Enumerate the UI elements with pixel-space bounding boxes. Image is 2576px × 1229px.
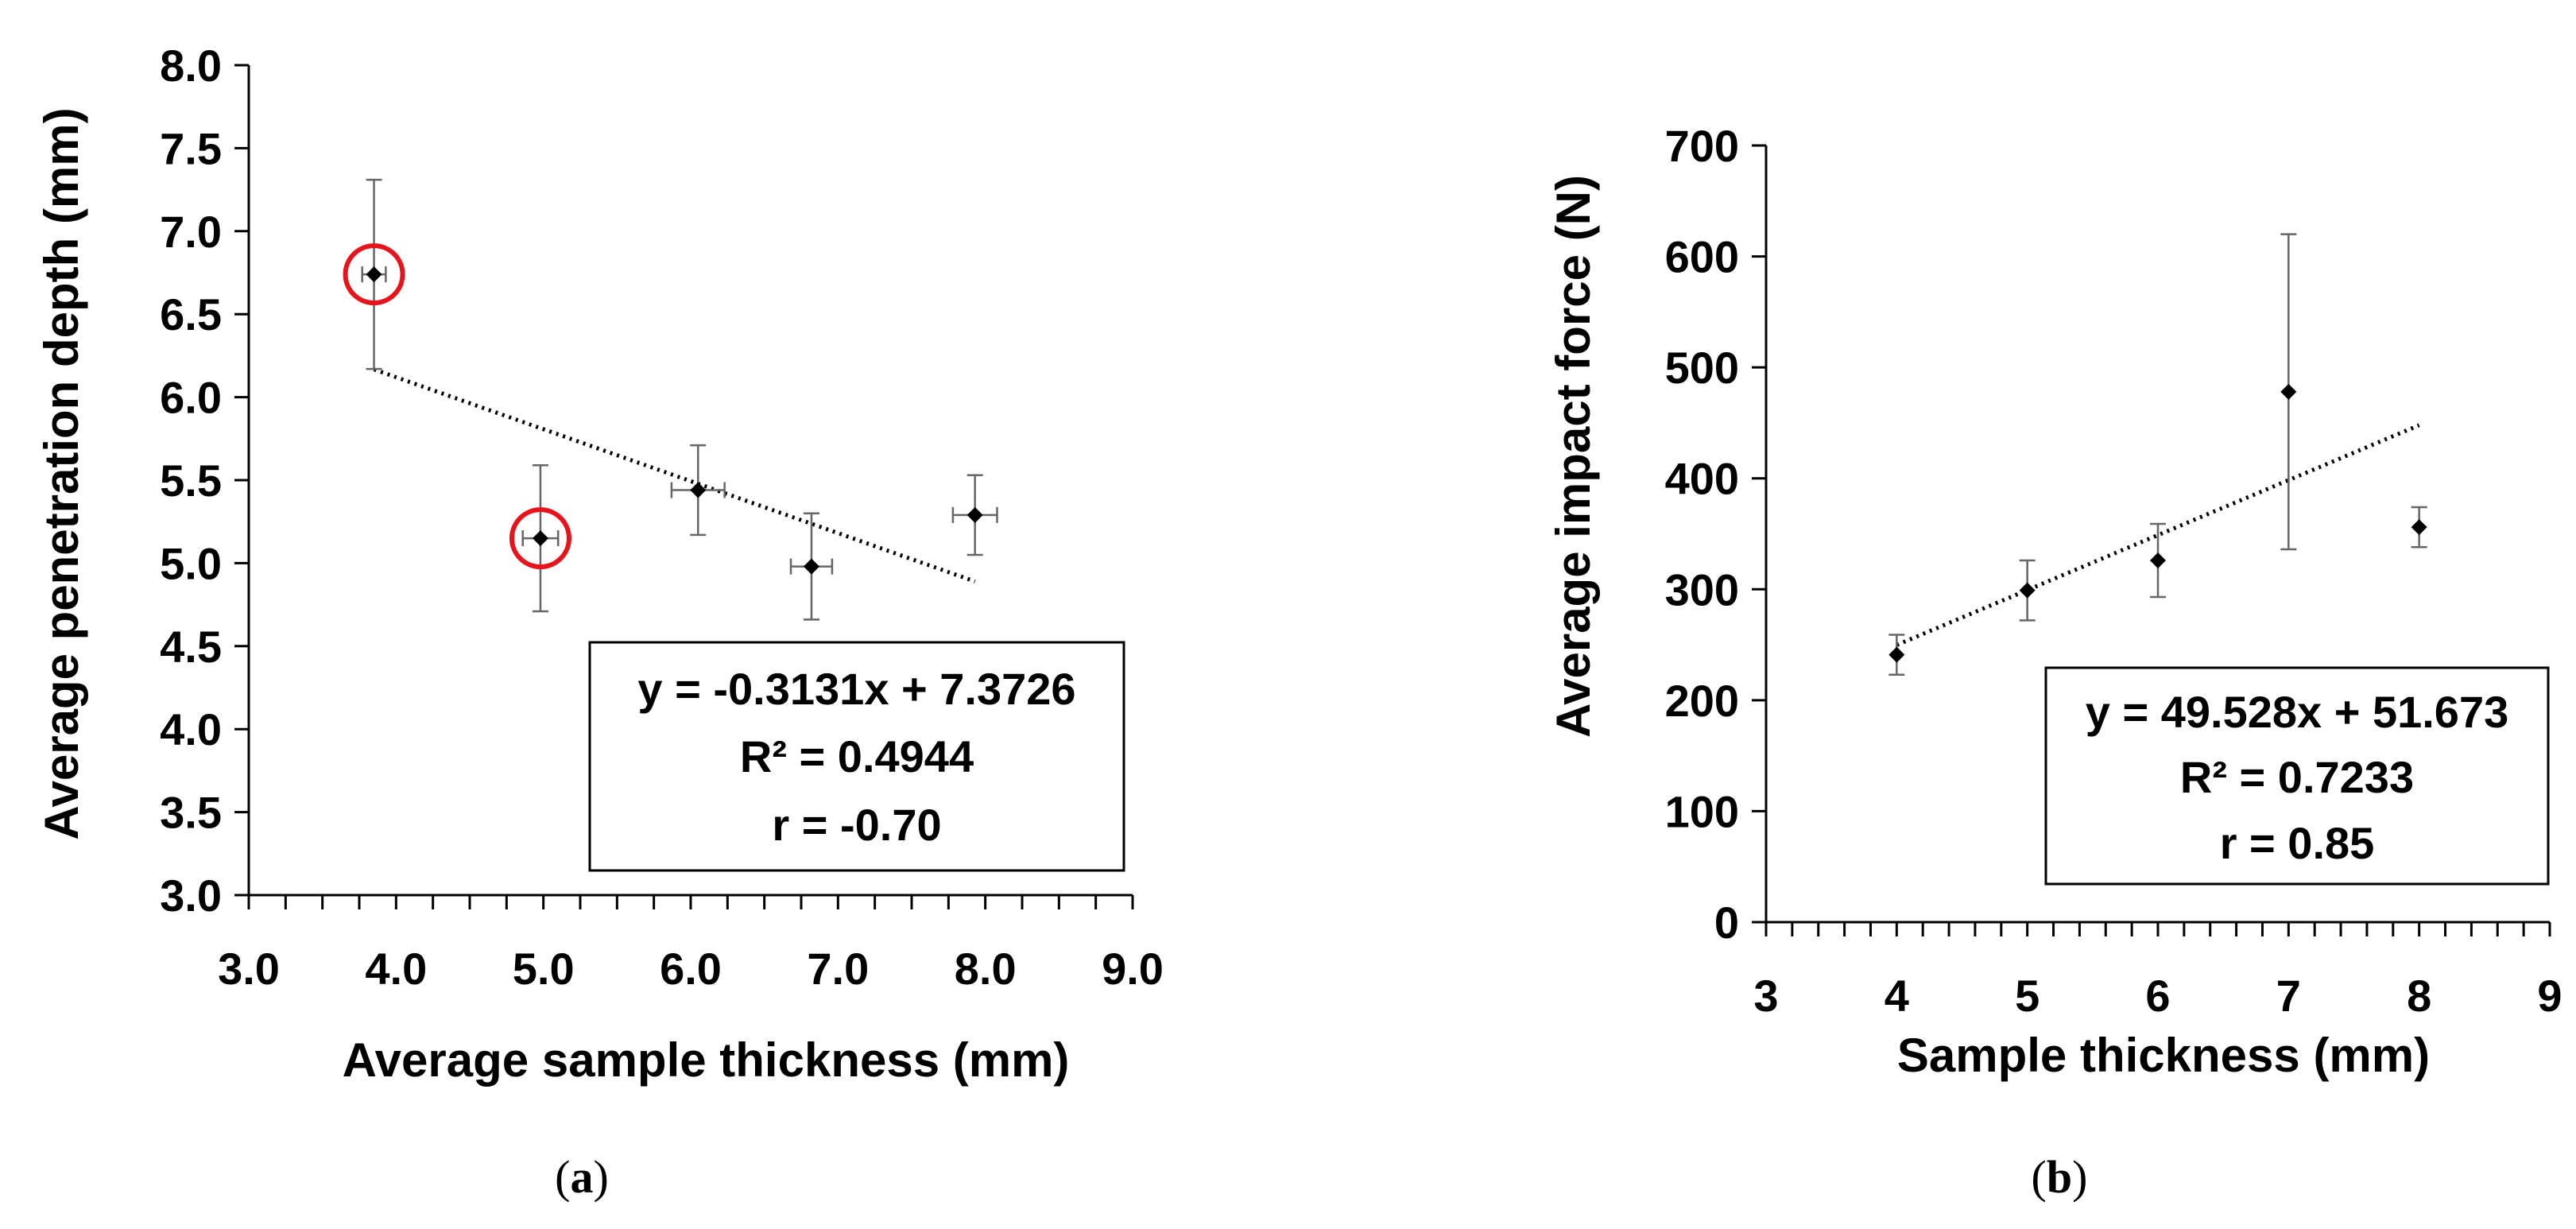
x-tick-label: 5 bbox=[2015, 971, 2039, 1021]
point-marker bbox=[2150, 552, 2166, 568]
point-marker bbox=[532, 530, 548, 547]
data-point bbox=[1888, 634, 1905, 677]
x-tick-label: 8 bbox=[2407, 971, 2431, 1021]
y-tick-label: 4.5 bbox=[160, 622, 222, 672]
point-marker bbox=[366, 266, 382, 283]
chart-b-y-tick-labels: 0 100 200 300 400 500 600 700 bbox=[1665, 121, 1739, 948]
chart-b-x-tick-labels: 3 4 5 6 7 8 9 bbox=[1753, 971, 2562, 1021]
y-tick-label: 200 bbox=[1665, 676, 1739, 726]
x-tick-label: 7 bbox=[2276, 971, 2301, 1021]
y-tick-label: 7.5 bbox=[160, 123, 222, 173]
y-tick-label: 5.0 bbox=[160, 538, 222, 588]
highlight-circle bbox=[509, 507, 571, 570]
y-tick-label: 7.0 bbox=[160, 207, 222, 257]
chart-b-r-squared: R² = 0.7233 bbox=[2180, 752, 2414, 802]
y-tick-label: 100 bbox=[1665, 786, 1739, 836]
data-point bbox=[343, 178, 405, 370]
chart-a-r-value: r = -0.70 bbox=[772, 800, 941, 850]
y-tick-label: 4.0 bbox=[160, 704, 222, 754]
y-tick-label: 3.0 bbox=[160, 870, 222, 921]
chart-b: 0 100 200 300 400 500 600 700 3 4 5 6 7 8 9 y = 49.52… bbox=[1547, 121, 2562, 1203]
chart-a-panel-label: (a) bbox=[555, 1151, 609, 1203]
data-point bbox=[2280, 233, 2297, 551]
x-tick-label: 4 bbox=[1885, 971, 1909, 1021]
point-marker bbox=[690, 482, 707, 498]
chart-b-equation: y = 49.528x + 51.673 bbox=[2086, 687, 2509, 737]
chart-a-x-axis-title: Average sample thickness (mm) bbox=[343, 1033, 1070, 1087]
chart-a: 3.0 3.5 4.0 4.5 5.0 5.5 6.0 6.5 7.0 7.5 8.0 3.0 4.0… bbox=[35, 41, 1164, 1203]
y-tick-label: 700 bbox=[1665, 121, 1739, 171]
x-tick-label: 9.0 bbox=[1102, 944, 1164, 994]
data-point bbox=[789, 512, 834, 621]
y-tick-label: 500 bbox=[1665, 343, 1739, 393]
chart-b-trendline bbox=[1896, 423, 2420, 647]
x-tick-label: 3 bbox=[1753, 971, 1778, 1021]
point-marker bbox=[966, 506, 983, 523]
x-tick-label: 4.0 bbox=[365, 944, 427, 994]
y-tick-label: 3.5 bbox=[160, 788, 222, 838]
chart-b-r-value: r = 0.85 bbox=[2220, 818, 2375, 868]
x-tick-label: 9 bbox=[2537, 971, 2562, 1021]
x-tick-label: 3.0 bbox=[218, 944, 280, 994]
data-point bbox=[670, 444, 726, 537]
y-tick-label: 6.0 bbox=[160, 373, 222, 423]
chart-a-equation-box bbox=[588, 641, 1125, 872]
x-tick-label: 8.0 bbox=[955, 944, 1017, 994]
chart-a-points bbox=[343, 178, 998, 621]
chart-b-y-axis-title: Average impact force (N) bbox=[1547, 175, 1600, 738]
point-marker bbox=[2411, 519, 2427, 536]
x-tick-label: 7.0 bbox=[807, 944, 869, 994]
data-point bbox=[2150, 522, 2166, 599]
point-marker bbox=[2019, 582, 2036, 599]
y-tick-label: 600 bbox=[1665, 232, 1739, 282]
chart-a-r-squared: R² = 0.4944 bbox=[740, 731, 974, 781]
chart-b-x-axis-title: Sample thickness (mm) bbox=[1897, 1029, 2430, 1082]
chart-a-equation: y = -0.3131x + 7.3726 bbox=[637, 664, 1075, 714]
x-tick-label: 6 bbox=[2145, 971, 2170, 1021]
point-marker bbox=[803, 558, 819, 575]
data-point bbox=[951, 474, 998, 556]
highlight-circle bbox=[343, 243, 405, 306]
chart-a-y-axis-title: Average penetration depth (mm) bbox=[35, 107, 88, 839]
point-marker bbox=[2280, 383, 2297, 400]
y-tick-label: 8.0 bbox=[160, 41, 222, 91]
data-point bbox=[509, 463, 571, 613]
chart-a-trendline bbox=[373, 367, 976, 583]
chart-a-y-tick-labels: 3.0 3.5 4.0 4.5 5.0 5.5 6.0 6.5 7.0 7.5 8.0 bbox=[160, 41, 222, 921]
x-tick-label: 6.0 bbox=[660, 944, 722, 994]
chart-a-ticks bbox=[234, 64, 1134, 909]
y-tick-label: 5.5 bbox=[160, 456, 222, 506]
data-point bbox=[2019, 559, 2036, 622]
chart-b-panel-label: (b) bbox=[2032, 1151, 2088, 1203]
chart-b-equation-box bbox=[2044, 666, 2550, 886]
y-tick-label: 400 bbox=[1665, 454, 1739, 504]
y-tick-label: 0 bbox=[1714, 898, 1739, 948]
y-tick-label: 300 bbox=[1665, 564, 1739, 614]
point-marker bbox=[1888, 646, 1905, 663]
y-tick-label: 6.5 bbox=[160, 289, 222, 339]
chart-b-ticks bbox=[1752, 144, 2551, 936]
chart-b-points bbox=[1888, 233, 2427, 677]
x-tick-label: 5.0 bbox=[513, 944, 575, 994]
chart-a-x-tick-labels: 3.0 4.0 5.0 6.0 7.0 8.0 9.0 bbox=[218, 944, 1164, 994]
data-point bbox=[2411, 506, 2427, 549]
